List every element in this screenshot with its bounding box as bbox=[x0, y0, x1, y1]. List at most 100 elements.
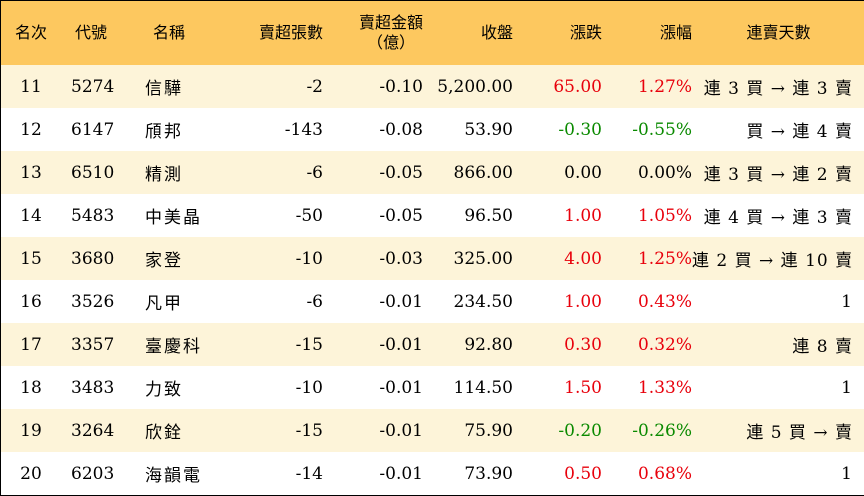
cell-net-sell-volume: -15 bbox=[295, 334, 323, 355]
cell-net-sell-volume: -6 bbox=[306, 162, 323, 183]
header-net-sell-volume: 賣超張數 bbox=[258, 23, 323, 42]
cell-close: 5,200.00 bbox=[437, 76, 513, 97]
cell-change-pct: 1.27% bbox=[637, 76, 692, 97]
cell-streak: 1 bbox=[841, 291, 853, 312]
cell-streak: 連 3 買 → 連 2 賣 bbox=[703, 165, 853, 185]
table-row: 16 3526 凡甲 -6 -0.01 234.50 1.00 0.43% 1 bbox=[1, 280, 864, 323]
cell-change-pct: 1.33% bbox=[637, 377, 692, 398]
header-rank: 名次 bbox=[14, 23, 47, 42]
cell-rank: 16 bbox=[20, 291, 42, 312]
cell-net-sell-amount: -0.10 bbox=[379, 76, 423, 97]
cell-close: 866.00 bbox=[453, 162, 513, 183]
header-net-sell-amount: 賣超金額 （億） bbox=[323, 1, 423, 65]
cell-close: 114.50 bbox=[453, 377, 513, 398]
cell-name: 臺慶科 bbox=[145, 337, 202, 357]
cell-change: 1.00 bbox=[564, 291, 602, 312]
header-change: 漲跌 bbox=[569, 23, 602, 42]
cell-change: 0.50 bbox=[564, 463, 602, 484]
cell-name: 海韻電 bbox=[145, 466, 202, 486]
cell-code: 3680 bbox=[71, 248, 115, 269]
header-net-sell-amount-line1: 賣超金額 bbox=[358, 13, 423, 32]
cell-net-sell-amount: -0.01 bbox=[379, 334, 423, 355]
cell-name: 信驊 bbox=[145, 79, 183, 99]
cell-close: 325.00 bbox=[453, 248, 513, 269]
cell-code: 5274 bbox=[71, 76, 115, 97]
cell-net-sell-volume: -14 bbox=[295, 463, 323, 484]
table-row: 18 3483 力致 -10 -0.01 114.50 1.50 1.33% 1 bbox=[1, 366, 864, 409]
table-row: 14 5483 中美晶 -50 -0.05 96.50 1.00 1.05% 連 4 買 → 連… bbox=[1, 194, 864, 237]
cell-name: 中美晶 bbox=[145, 208, 202, 228]
cell-streak: 1 bbox=[841, 377, 853, 398]
cell-close: 53.90 bbox=[464, 119, 513, 140]
cell-code: 6147 bbox=[71, 119, 115, 140]
cell-rank: 18 bbox=[20, 377, 42, 398]
cell-net-sell-amount: -0.03 bbox=[379, 248, 423, 269]
cell-net-sell-volume: -50 bbox=[295, 205, 323, 226]
cell-net-sell-amount: -0.08 bbox=[379, 119, 423, 140]
cell-change: -0.20 bbox=[558, 420, 602, 441]
cell-close: 92.80 bbox=[464, 334, 513, 355]
cell-change-pct: -0.26% bbox=[632, 420, 692, 441]
cell-rank: 12 bbox=[20, 119, 42, 140]
cell-change-pct: 0.68% bbox=[637, 463, 692, 484]
cell-code: 6510 bbox=[71, 162, 115, 183]
cell-streak: 買 → 連 4 賣 bbox=[746, 122, 853, 142]
cell-streak: 連 3 買 → 連 3 賣 bbox=[703, 79, 853, 99]
cell-close: 73.90 bbox=[464, 463, 513, 484]
table-row: 15 3680 家登 -10 -0.03 325.00 4.00 1.25% 連 2 買 → 連… bbox=[1, 237, 864, 280]
table-row: 12 6147 頎邦 -143 -0.08 53.90 -0.30 -0.55% 買 → 連 4… bbox=[1, 108, 864, 151]
cell-code: 3526 bbox=[71, 291, 115, 312]
header-name: 名稱 bbox=[153, 23, 186, 42]
cell-change-pct: 0.43% bbox=[637, 291, 692, 312]
header-net-sell-amount-line2: （億） bbox=[366, 33, 415, 52]
cell-net-sell-volume: -6 bbox=[306, 291, 323, 312]
cell-change: 0.30 bbox=[564, 334, 602, 355]
cell-change: 0.00 bbox=[564, 162, 602, 183]
cell-change: 1.00 bbox=[564, 205, 602, 226]
cell-net-sell-volume: -15 bbox=[295, 420, 323, 441]
table-row: 20 6203 海韻電 -14 -0.01 73.90 0.50 0.68% 1 bbox=[1, 452, 864, 495]
cell-name: 頎邦 bbox=[145, 122, 183, 142]
table-row: 11 5274 信驊 -2 -0.10 5,200.00 65.00 1.27% 連 3 買 →… bbox=[1, 65, 864, 108]
header-streak: 連賣天數 bbox=[746, 23, 811, 42]
cell-net-sell-amount: -0.05 bbox=[379, 205, 423, 226]
header-change-pct: 漲幅 bbox=[659, 23, 692, 42]
cell-change: -0.30 bbox=[558, 119, 602, 140]
cell-net-sell-amount: -0.01 bbox=[379, 291, 423, 312]
table-row: 13 6510 精測 -6 -0.05 866.00 0.00 0.00% 連 3 買 → 連 … bbox=[1, 151, 864, 194]
cell-close: 75.90 bbox=[464, 420, 513, 441]
table-header-row: 名次 代號 名稱 賣超張數 賣超金額 （億） 收盤 漲跌 漲幅 連賣天數 bbox=[1, 1, 864, 65]
cell-rank: 20 bbox=[20, 463, 42, 484]
cell-change: 65.00 bbox=[553, 76, 602, 97]
cell-streak: 連 5 買 → 賣 bbox=[746, 423, 853, 443]
cell-streak: 連 8 賣 bbox=[792, 337, 853, 357]
cell-net-sell-amount: -0.01 bbox=[379, 463, 423, 484]
cell-code: 3264 bbox=[71, 420, 115, 441]
cell-code: 5483 bbox=[71, 205, 115, 226]
cell-rank: 14 bbox=[20, 205, 42, 226]
cell-change-pct: 0.32% bbox=[637, 334, 692, 355]
table-body: 1 1 5274 信驊 -2 -0.10 5,200.00 65.00 1.27% 連 3 買 →… bbox=[1, 65, 864, 495]
cell-net-sell-amount: -0.05 bbox=[379, 162, 423, 183]
table-row: 19 3264 欣銓 -15 -0.01 75.90 -0.20 -0.26% 連 5 買 → … bbox=[1, 409, 864, 452]
cell-net-sell-volume: -143 bbox=[284, 119, 323, 140]
header-code: 代號 bbox=[75, 23, 108, 42]
cell-rank: 15 bbox=[20, 248, 42, 269]
cell-streak: 連 4 買 → 連 3 賣 bbox=[703, 208, 853, 228]
cell-close: 96.50 bbox=[464, 205, 513, 226]
cell-change-pct: 0.00% bbox=[637, 162, 692, 183]
cell-name: 家登 bbox=[145, 251, 183, 271]
cell-change-pct: -0.55% bbox=[632, 119, 692, 140]
cell-net-sell-volume: -10 bbox=[295, 377, 323, 398]
cell-net-sell-volume: -2 bbox=[306, 76, 323, 97]
header-close: 收盤 bbox=[480, 23, 513, 42]
cell-rank: 17 bbox=[20, 334, 42, 355]
cell-name: 欣銓 bbox=[145, 423, 183, 443]
cell-streak: 1 bbox=[841, 463, 853, 484]
cell-change-pct: 1.25% bbox=[637, 248, 692, 269]
cell-net-sell-amount: -0.01 bbox=[379, 377, 423, 398]
cell-rank: 19 bbox=[20, 420, 42, 441]
cell-close: 234.50 bbox=[453, 291, 513, 312]
cell-change-pct: 1.05% bbox=[637, 205, 692, 226]
